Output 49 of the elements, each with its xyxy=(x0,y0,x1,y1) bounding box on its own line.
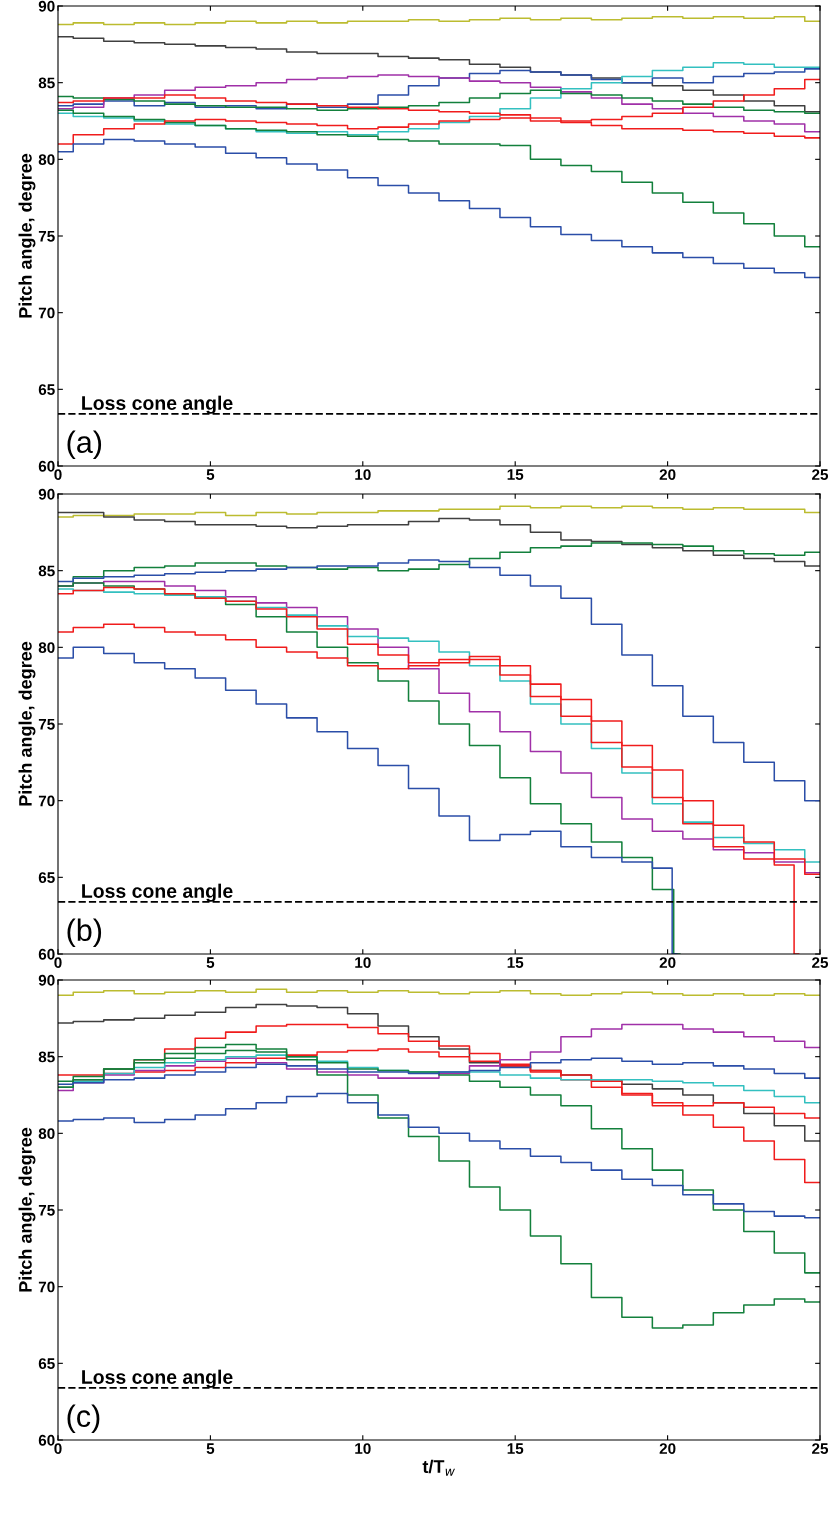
y-tick-label: 85 xyxy=(38,1051,55,1063)
ref-line-label: Loss cone angle xyxy=(82,395,233,414)
x-axis-title: t/T$_{w}$ xyxy=(422,1459,455,1476)
y-axis-title: Pitch angle, degree xyxy=(18,641,36,806)
x-tick-label: 20 xyxy=(659,1443,676,1454)
ref-line-label: Loss cone angle xyxy=(82,1369,233,1388)
x-tick-label: 5 xyxy=(206,469,215,480)
x-tick-label: 25 xyxy=(812,1443,829,1454)
y-tick-label: 65 xyxy=(38,384,55,396)
y-tick-label: 80 xyxy=(38,1128,55,1140)
x-tick-label: 0 xyxy=(54,469,62,480)
annotation: (c) xyxy=(67,1404,100,1434)
y-axis-title: Pitch angle, degree xyxy=(18,1127,36,1292)
y-tick-label: 80 xyxy=(38,154,55,166)
y-tick-label: 65 xyxy=(38,1358,55,1370)
y-tick-label: 90 xyxy=(38,974,55,986)
x-tick-label: 20 xyxy=(659,957,676,968)
annotation: (a) xyxy=(67,430,102,460)
y-tick-label: 70 xyxy=(38,795,55,807)
y-tick-label: 90 xyxy=(38,0,55,12)
x-tick-label: 10 xyxy=(355,957,371,968)
y-tick-label: 80 xyxy=(38,642,55,654)
y-tick-label: 85 xyxy=(38,565,55,577)
x-tick-label: 0 xyxy=(54,1443,62,1454)
x-tick-label: 10 xyxy=(355,469,371,480)
x-tick-label: 25 xyxy=(812,469,829,480)
y-tick-label: 85 xyxy=(38,77,55,89)
y-tick-label: 60 xyxy=(38,1434,55,1446)
x-tick-label: 0 xyxy=(54,957,62,968)
y-axis-title: Pitch angle, degree xyxy=(18,153,36,318)
y-tick-label: 90 xyxy=(38,488,55,500)
ref-line-label: Loss cone angle xyxy=(82,883,233,902)
y-tick-label: 70 xyxy=(38,1281,55,1293)
x-tick-label: 20 xyxy=(659,469,676,480)
x-tick-label: 10 xyxy=(355,1443,371,1454)
y-tick-label: 60 xyxy=(38,460,55,472)
annotation: (b) xyxy=(67,918,102,948)
y-tick-label: 75 xyxy=(38,1205,55,1216)
x-tick-label: 15 xyxy=(507,469,524,480)
y-tick-label: 65 xyxy=(38,872,55,884)
x-tick-label: 15 xyxy=(507,1443,524,1454)
y-tick-label: 75 xyxy=(38,231,55,242)
y-tick-label: 70 xyxy=(38,307,55,319)
y-tick-label: 75 xyxy=(38,719,55,730)
y-tick-label: 60 xyxy=(38,948,55,960)
x-tick-label: 5 xyxy=(206,957,215,968)
x-tick-label: 15 xyxy=(507,957,524,968)
x-tick-label: 5 xyxy=(206,1443,215,1454)
x-tick-label: 25 xyxy=(812,957,829,968)
